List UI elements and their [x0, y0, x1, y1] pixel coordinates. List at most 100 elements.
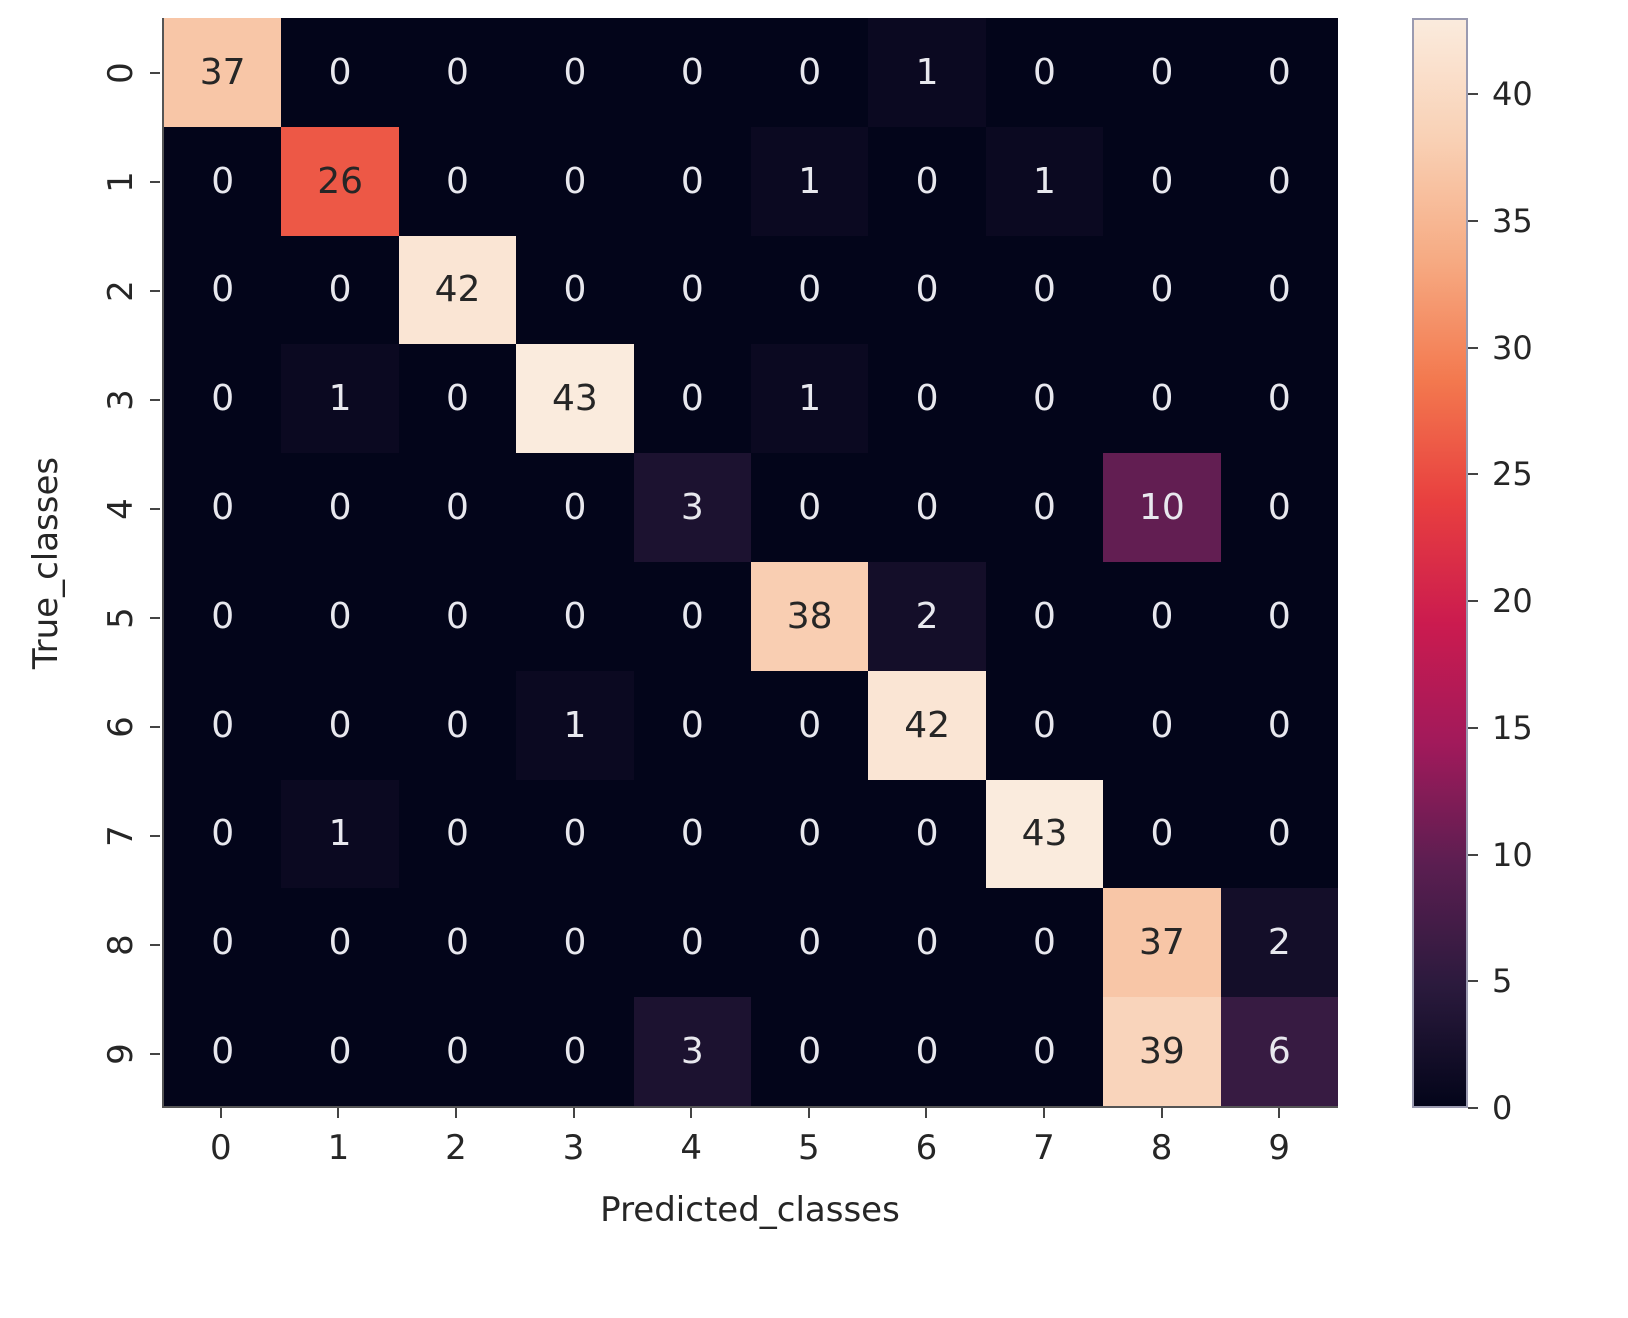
x-tick-label: 2 [445, 1128, 467, 1168]
heatmap-cell: 0 [164, 562, 282, 671]
heatmap-cell: 0 [751, 670, 869, 780]
heatmap-cell: 0 [281, 997, 399, 1106]
heatmap-cell: 0 [164, 235, 282, 345]
heatmap-cell: 0 [1220, 779, 1338, 889]
heatmap-cell: 2 [868, 562, 986, 671]
heatmap-cell: 0 [398, 126, 517, 236]
x-tick-label: 6 [915, 1128, 938, 1168]
y-tick: 1 [100, 162, 160, 202]
heatmap-cell: 0 [1220, 344, 1338, 454]
heatmap-cell: 0 [398, 997, 517, 1106]
heatmap-cell: 0 [398, 453, 517, 562]
y-tick: 5 [100, 598, 160, 638]
y-axis-label: True_classes [26, 456, 66, 670]
y-tick: 9 [100, 1034, 160, 1074]
y-tick: 7 [100, 816, 160, 856]
y-tick-label: 2 [101, 279, 141, 302]
heatmap-cell: 0 [633, 344, 751, 454]
heatmap-cell: 38 [751, 562, 869, 671]
heatmap-cell: 0 [281, 888, 399, 998]
y-tick-label: 0 [101, 61, 141, 84]
heatmap-cell: 0 [985, 997, 1104, 1106]
heatmap-cell: 0 [751, 18, 869, 127]
heatmap-cell: 0 [398, 779, 517, 889]
colorbar-tick: 20 [1468, 582, 1533, 620]
heatmap-cell: 0 [164, 453, 282, 562]
heatmap-cell: 3 [633, 997, 751, 1106]
x-tick-mark [337, 1108, 340, 1118]
heatmap-cell: 1 [281, 779, 399, 889]
heatmap-cell: 0 [164, 997, 282, 1106]
heatmap-cell: 0 [516, 235, 634, 345]
colorbar-tick: 5 [1468, 962, 1512, 1000]
x-tick: 8 [1132, 1108, 1192, 1168]
y-tick-label: 1 [101, 170, 141, 193]
heatmap-cell: 0 [516, 18, 634, 127]
heatmap-cell: 0 [633, 126, 751, 236]
colorbar [1412, 18, 1468, 1108]
colorbar-tick: 15 [1468, 709, 1533, 747]
y-tick: 4 [100, 489, 160, 529]
y-tick-label: 6 [101, 715, 141, 738]
heatmap-cell: 0 [633, 888, 751, 998]
x-tick: 2 [426, 1108, 486, 1168]
heatmap-cell: 0 [1220, 562, 1338, 671]
heatmap-cell: 0 [751, 779, 869, 889]
heatmap-cell: 0 [164, 670, 282, 780]
heatmap-cell: 0 [1103, 779, 1221, 889]
colorbar-tick: 25 [1468, 455, 1533, 493]
heatmap-cell: 0 [633, 18, 751, 127]
y-tick-mark [150, 180, 160, 183]
heatmap-cell: 0 [281, 453, 399, 562]
y-tick: 8 [100, 925, 160, 965]
x-tick-mark [572, 1108, 575, 1118]
y-tick-mark [150, 289, 160, 292]
y-tick-mark [150, 943, 160, 946]
heatmap-cell: 0 [751, 997, 869, 1106]
heatmap-cell: 0 [164, 888, 282, 998]
heatmap-cell: 0 [398, 888, 517, 998]
y-tick: 0 [100, 53, 160, 93]
heatmap-cell: 0 [516, 453, 634, 562]
y-tick-label: 4 [101, 497, 141, 520]
heatmap-cell: 6 [1220, 997, 1338, 1106]
x-tick-mark [807, 1108, 810, 1118]
x-tick-mark [925, 1108, 928, 1118]
colorbar-tick-label: 30 [1492, 328, 1533, 367]
heatmap-cell: 1 [751, 126, 869, 236]
heatmap-cell: 0 [398, 344, 517, 454]
x-tick-label: 8 [1150, 1128, 1173, 1168]
heatmap-cell: 0 [1220, 453, 1338, 562]
colorbar-tick-mark [1468, 980, 1478, 983]
colorbar-tick-label: 5 [1492, 962, 1513, 1001]
heatmap-cell: 0 [633, 235, 751, 345]
y-tick-mark [150, 507, 160, 510]
colorbar-tick-mark [1468, 93, 1478, 96]
colorbar-tick-mark [1468, 346, 1478, 349]
heatmap-cell: 0 [868, 997, 986, 1106]
heatmap-cell: 0 [751, 453, 869, 562]
heatmap-cell: 2 [1220, 888, 1338, 998]
heatmap-cell: 39 [1103, 997, 1221, 1106]
heatmap-grid: 37 0 0 0 0 0 1 0 0 0 0 26 0 0 0 1 0 1 0 0 0 0 42 0 0 0 0 0 0 0 0 1 0 43 0 1… [162, 18, 1338, 1108]
heatmap-cell: 0 [516, 888, 634, 998]
heatmap-cell: 0 [868, 126, 986, 236]
x-tick-label: 0 [209, 1128, 232, 1168]
x-tick-mark [455, 1108, 457, 1118]
heatmap-cell: 0 [633, 779, 751, 889]
y-tick-mark [150, 71, 160, 74]
heatmap-cell: 0 [985, 562, 1104, 671]
heatmap-cell: 0 [868, 235, 986, 345]
colorbar-tick-label: 25 [1492, 455, 1533, 494]
heatmap-cell: 0 [985, 235, 1104, 345]
colorbar-tick-label: 10 [1492, 835, 1533, 874]
heatmap-cell: 0 [281, 18, 399, 127]
colorbar-tick-mark [1468, 853, 1478, 856]
heatmap-cell: 0 [516, 126, 634, 236]
x-tick-label: 3 [562, 1128, 585, 1168]
heatmap-cell: 0 [398, 18, 517, 127]
heatmap-cell: 0 [985, 18, 1104, 127]
heatmap-cell: 1 [985, 126, 1104, 236]
y-tick-mark [150, 398, 160, 401]
